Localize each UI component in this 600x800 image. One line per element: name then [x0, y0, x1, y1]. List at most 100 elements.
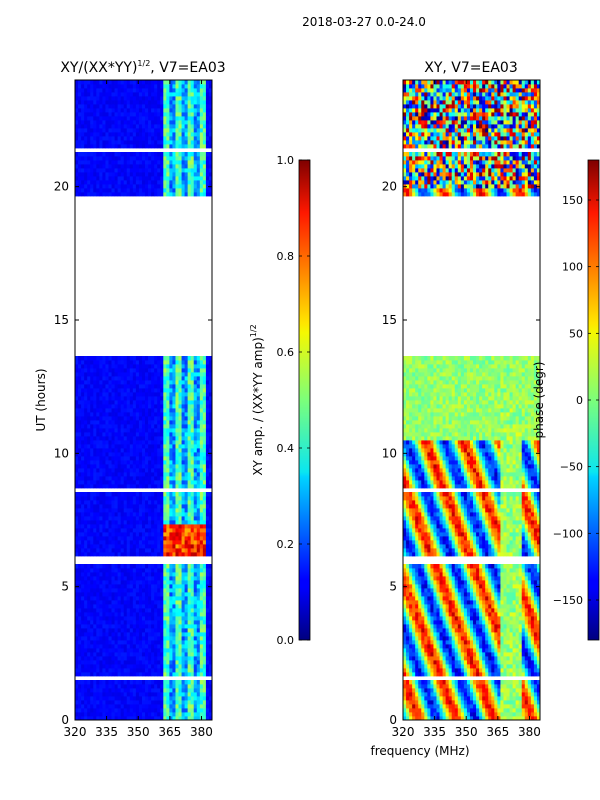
heat-cell: [123, 364, 128, 369]
heat-cell: [114, 480, 119, 485]
heat-cell: [154, 648, 158, 653]
heat-cell: [81, 384, 85, 389]
heat-cell: [138, 516, 143, 521]
heat-cell: [148, 548, 152, 553]
heat-cell: [102, 176, 106, 181]
heat-cell: [187, 356, 192, 361]
heat-cell: [102, 648, 106, 653]
heat-cell: [126, 452, 131, 457]
heat-cell: [157, 624, 161, 629]
heat-cell: [148, 576, 152, 581]
heat-cell: [208, 616, 213, 621]
heat-cell: [208, 432, 213, 437]
heat-cell: [120, 476, 125, 481]
heat-cell: [99, 420, 103, 425]
heat-cell: [172, 612, 176, 617]
heat-cell: [81, 544, 85, 549]
heat-cell: [148, 668, 152, 673]
heat-cell: [129, 444, 134, 449]
heat-cell: [90, 604, 94, 609]
heat-cell: [102, 580, 106, 585]
heat-cell: [135, 576, 140, 581]
heat-cell: [81, 656, 85, 661]
heat-cell: [202, 372, 207, 377]
heat-cell: [172, 472, 176, 477]
heat-cell: [199, 700, 204, 705]
heat-cell: [132, 424, 137, 429]
heat-cell: [141, 416, 146, 421]
heat-cell: [138, 124, 143, 129]
heat-cell: [175, 644, 179, 649]
heat-cell: [154, 544, 158, 549]
heat-cell: [193, 476, 198, 481]
heat-cell: [199, 604, 204, 609]
heat-cell: [199, 600, 204, 605]
heat-cell: [96, 416, 100, 421]
heat-cell: [78, 688, 82, 693]
heat-cell: [105, 456, 109, 461]
heat-cell: [111, 656, 115, 661]
heat-cell: [138, 136, 143, 141]
heat-cell: [126, 416, 131, 421]
heat-cell: [154, 436, 158, 441]
heat-cell: [120, 620, 125, 625]
heat-cell: [190, 684, 195, 689]
heat-cell: [87, 580, 91, 585]
heat-cell: [102, 464, 106, 469]
heat-cell: [208, 156, 213, 161]
heat-cell: [102, 468, 106, 473]
heat-cell: [96, 568, 100, 573]
heat-cell: [78, 656, 82, 661]
heat-cell: [87, 112, 91, 117]
heat-cell: [105, 544, 109, 549]
heat-cell: [202, 508, 207, 513]
heat-cell: [190, 372, 195, 377]
heat-cell: [202, 516, 207, 521]
heat-cell: [166, 464, 170, 469]
heat-cell: [99, 492, 103, 497]
heat-cell: [169, 180, 173, 185]
heat-cell: [87, 164, 91, 169]
heat-cell: [169, 572, 173, 577]
heat-cell: [196, 136, 201, 141]
heat-cell: [196, 456, 201, 461]
heat-cell: [87, 472, 91, 477]
heat-cell: [129, 540, 134, 545]
heat-cell: [175, 108, 179, 113]
heat-cell: [114, 168, 119, 173]
heat-cell: [102, 668, 106, 673]
heat-cell: [208, 180, 213, 185]
heat-cell: [78, 576, 82, 581]
heat-cell: [160, 404, 164, 409]
heat-cell: [169, 408, 173, 413]
heat-cell: [93, 516, 97, 521]
heat-cell: [75, 420, 79, 425]
heat-cell: [163, 588, 167, 593]
heat-cell: [120, 140, 125, 145]
heat-cell: [154, 172, 158, 177]
heat-cell: [102, 104, 106, 109]
heat-cell: [75, 500, 79, 505]
heat-cell: [178, 404, 182, 409]
heat-cell: [141, 388, 146, 393]
heat-cell: [87, 436, 91, 441]
heat-cell: [108, 424, 112, 429]
heat-cell: [175, 472, 179, 477]
heat-cell: [166, 384, 170, 389]
heat-cell: [105, 396, 109, 401]
heat-cell: [81, 124, 85, 129]
heat-cell: [108, 156, 112, 161]
heat-cell: [184, 172, 189, 177]
heat-cell: [75, 116, 79, 121]
heat-cell: [126, 440, 131, 445]
heat-cell: [175, 404, 179, 409]
heat-cell: [181, 616, 185, 621]
heat-cell: [154, 620, 158, 625]
heat-cell: [132, 100, 137, 105]
heat-cell: [102, 664, 106, 669]
heat-cell: [123, 516, 128, 521]
heat-cell: [120, 132, 125, 137]
heat-cell: [184, 552, 189, 557]
heat-cell: [102, 640, 106, 645]
heat-cell: [138, 160, 143, 165]
